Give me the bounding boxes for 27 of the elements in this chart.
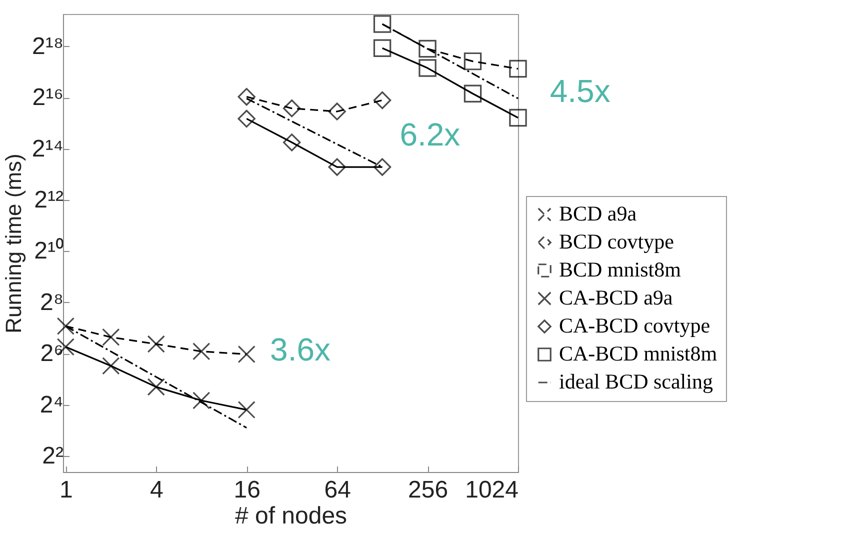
y-tick-label: 2⁶: [40, 340, 64, 368]
y-tick-label: 2¹⁸: [32, 32, 64, 60]
x-tick-label: 1024: [465, 476, 518, 504]
annotation: 6.2x: [400, 116, 460, 152]
x-tick-label: 4: [150, 476, 164, 504]
legend-label: ideal BCD scaling: [559, 370, 714, 394]
x-tick-label: 16: [234, 476, 260, 504]
y-axis-title: Running time (ms): [0, 154, 26, 334]
y-tick-label: 2¹⁶: [32, 84, 64, 112]
annotation: 3.6x: [270, 332, 331, 368]
legend-label: CA-BCD a9a: [559, 286, 674, 310]
x-tick-label: 1: [59, 476, 73, 504]
y-tick-label: 2¹⁴: [32, 135, 64, 162]
legend-label: CA-BCD covtype: [559, 314, 710, 338]
y-tick-label: 2²: [42, 442, 64, 470]
legend-label: BCD covtype: [559, 230, 674, 254]
text: 4.5x: [550, 72, 610, 109]
y-tick-label: 2¹⁰: [34, 238, 64, 265]
x-tick-label: 256: [408, 476, 448, 504]
y-tick-label: 2⁴: [40, 391, 64, 418]
y-tick-label: 2⁸: [40, 288, 64, 316]
x-tick-label: 64: [324, 476, 351, 504]
legend-label: BCD a9a: [559, 202, 638, 226]
y-tick-label: 2¹²: [34, 186, 64, 214]
legend-label: BCD mnist8m: [559, 258, 681, 282]
x-axis-title: # of nodes: [234, 502, 348, 530]
legend-label: CA-BCD mnist8m: [559, 342, 718, 366]
